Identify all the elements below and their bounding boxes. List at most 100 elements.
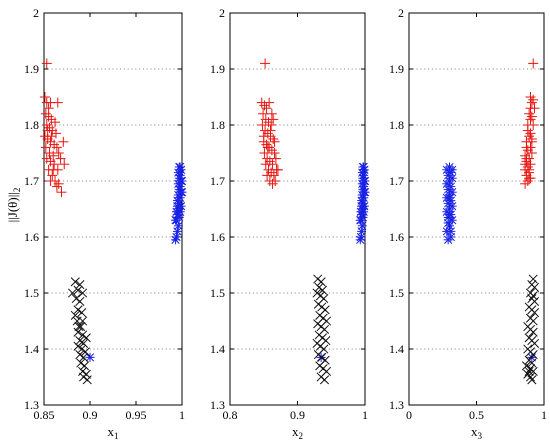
series-asterisk [316,162,370,362]
data-point [171,215,181,225]
data-point [529,282,540,292]
data-point [40,142,51,153]
data-point [272,164,283,175]
y-tick-label: 1.6 [24,230,39,244]
data-point [52,97,63,108]
data-point [78,366,88,376]
data-point [443,218,453,228]
data-point [520,178,531,189]
data-point [261,139,272,150]
data-point [264,156,275,167]
data-point [355,215,365,225]
x-tick-label: 0.8 [223,408,238,422]
data-point [528,366,538,376]
data-point [46,131,57,142]
data-point [524,366,534,376]
plot-frame [43,12,183,406]
y-tick-label: 1.8 [389,118,404,132]
data-point [40,108,51,119]
data-point [528,291,538,301]
data-point [524,173,535,184]
data-point [70,277,80,287]
x-axis-label: x1 [108,424,119,441]
data-point [266,108,277,119]
data-point [75,280,85,290]
data-point [77,344,87,354]
data-point [171,207,181,217]
data-point [360,187,370,197]
data-point [261,103,272,114]
data-point [267,178,278,189]
data-point [59,159,70,170]
data-point [524,108,535,119]
data-point [76,322,86,332]
data-point [45,176,56,186]
data-point [73,341,83,351]
y-tick-label: 1.7 [389,174,404,188]
data-point [171,232,181,242]
x-axis-label: x3 [471,424,483,441]
data-point [53,178,64,189]
data-point [55,153,66,164]
data-point [41,58,52,69]
data-point [527,375,537,385]
data-point [73,305,83,315]
y-tick-label: 1.4 [24,342,39,356]
data-point [262,142,273,153]
data-point [260,58,271,69]
y-tick-label: 1.6 [210,230,225,244]
data-point [79,338,89,348]
x-tick-label: 0.95 [126,408,147,422]
data-point [41,120,52,130]
data-point [77,308,87,318]
data-point [265,125,276,136]
data-point [75,350,85,360]
data-point [53,148,64,158]
data-point [74,322,84,332]
series-plus [39,58,70,198]
data-point [81,333,91,343]
data-point [527,358,537,368]
series-plus [256,58,283,189]
data-point [260,159,271,170]
x-tick-label: 1 [179,408,185,422]
data-point [71,294,81,304]
y-tick-label: 1.5 [24,286,39,300]
series-asterisk [442,162,537,362]
x-tick-label: 0.9 [83,408,98,422]
y-axis-label-main: ||J(θ)|| [5,192,20,222]
data-point [359,162,369,172]
data-point [259,100,270,111]
data-point [319,375,330,385]
y-tick-label: 1.7 [210,174,225,188]
y-tick-label: 2 [398,6,404,20]
y-tick-label: 2 [219,6,225,20]
y-axis-label-subscript: 2 [12,188,22,193]
data-point [82,375,92,385]
data-point [525,114,536,125]
data-point [78,288,88,298]
data-point [262,128,273,139]
data-point [258,108,269,119]
data-point [522,120,533,130]
data-point [262,153,273,164]
data-point [529,308,540,318]
subplot-3: 1.3 1.4 1.5 1.6 1.7 1.8 1.9 2 0 0.5 1 x3 [389,6,547,441]
data-point [360,176,370,186]
y-tick-label: 1.8 [210,118,225,132]
y-tick-label: 1.5 [389,286,404,300]
data-point [79,372,89,382]
plot-frame [229,12,366,406]
data-point [47,170,58,181]
data-point [316,277,326,287]
data-point [44,122,55,133]
y-tick-label: 1.6 [389,230,404,244]
data-point [175,162,185,172]
data-point [525,103,536,114]
data-point [75,336,85,346]
data-point [521,153,532,164]
plot-frame [408,12,545,406]
y-tick-label: 1.3 [24,398,39,412]
series-cross [67,277,92,385]
x-axis-label: x2 [292,424,303,441]
